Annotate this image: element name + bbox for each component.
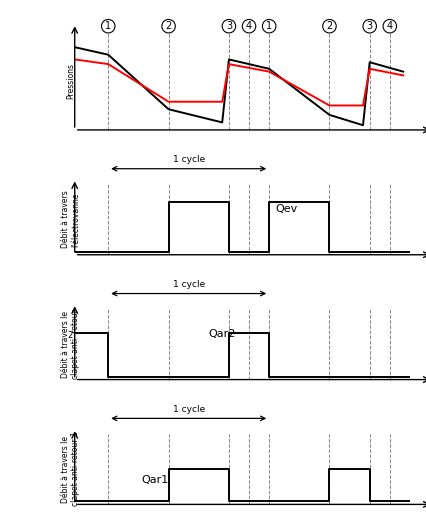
Text: 3: 3	[366, 21, 372, 31]
Y-axis label: Pressions: Pressions	[66, 62, 75, 99]
Text: 1 cycle: 1 cycle	[172, 155, 204, 164]
Text: 2: 2	[325, 21, 332, 31]
Text: 2: 2	[165, 21, 171, 31]
Text: 1 cycle: 1 cycle	[172, 405, 204, 414]
Text: 2: 2	[68, 331, 73, 341]
Text: 1: 1	[105, 21, 111, 31]
Text: 4: 4	[386, 21, 392, 31]
Text: Qar2: Qar2	[208, 329, 236, 339]
Y-axis label: Débit à travers le
clapet anti-retour 1: Débit à travers le clapet anti-retour 1	[61, 432, 80, 506]
Text: Qar1: Qar1	[141, 475, 169, 485]
Text: 1 cycle: 1 cycle	[172, 280, 204, 289]
Text: 4: 4	[245, 21, 251, 31]
Y-axis label: Débit à travers
l'électrovanne: Débit à travers l'électrovanne	[61, 191, 80, 249]
Text: 1: 1	[265, 21, 271, 31]
Text: Qev: Qev	[275, 204, 297, 214]
Text: 3: 3	[225, 21, 231, 31]
Y-axis label: Débit à travers le
clapet anti -retour: Débit à travers le clapet anti -retour	[61, 309, 80, 379]
